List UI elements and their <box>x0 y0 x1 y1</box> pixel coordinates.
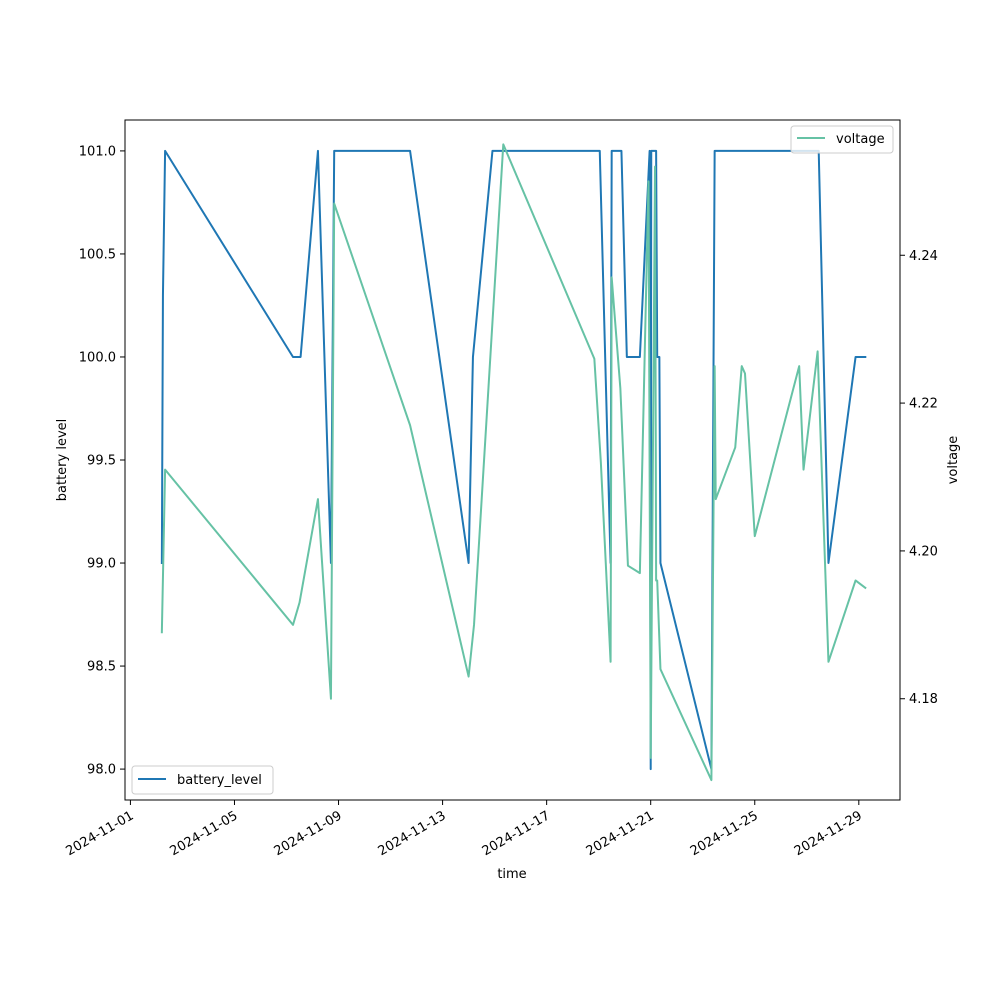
legend-voltage-box <box>790 125 894 154</box>
legend-battery-level-box <box>131 765 274 795</box>
y-left-tick-label: 99.5 <box>87 454 116 469</box>
legend-voltage-label: voltage <box>836 132 885 147</box>
y-left-tick-label: 101.0 <box>79 144 116 159</box>
y-right-tick-label: 4.20 <box>909 544 938 559</box>
y-right-tick-label: 4.18 <box>909 692 938 707</box>
y-right-tick-label: 4.24 <box>909 249 938 264</box>
x-axis-title: time <box>497 867 526 882</box>
y-left-tick-label: 99.0 <box>87 557 116 572</box>
y-left-tick-label: 98.5 <box>87 660 116 675</box>
y-axis-left-title: battery level <box>55 419 70 502</box>
y-left-tick-label: 100.5 <box>79 247 116 262</box>
legend-battery-level-label: battery_level <box>177 773 262 788</box>
series-layer <box>160 143 867 782</box>
y-left-tick-label: 100.0 <box>79 350 116 365</box>
y-axis-right: 4.18 4.20 4.22 4.24 <box>900 249 938 707</box>
y-right-tick-label: 4.22 <box>909 397 938 412</box>
y-axis-right-title: voltage <box>946 436 961 485</box>
legend-battery-level: battery_level <box>131 765 274 795</box>
y-left-tick-label: 98.0 <box>87 763 116 778</box>
series-line-voltage <box>160 143 867 782</box>
legend-voltage: voltage <box>790 125 894 154</box>
y-axis-left: 98.0 98.5 99.0 99.5 100.0 100.5 101.0 <box>79 144 125 778</box>
